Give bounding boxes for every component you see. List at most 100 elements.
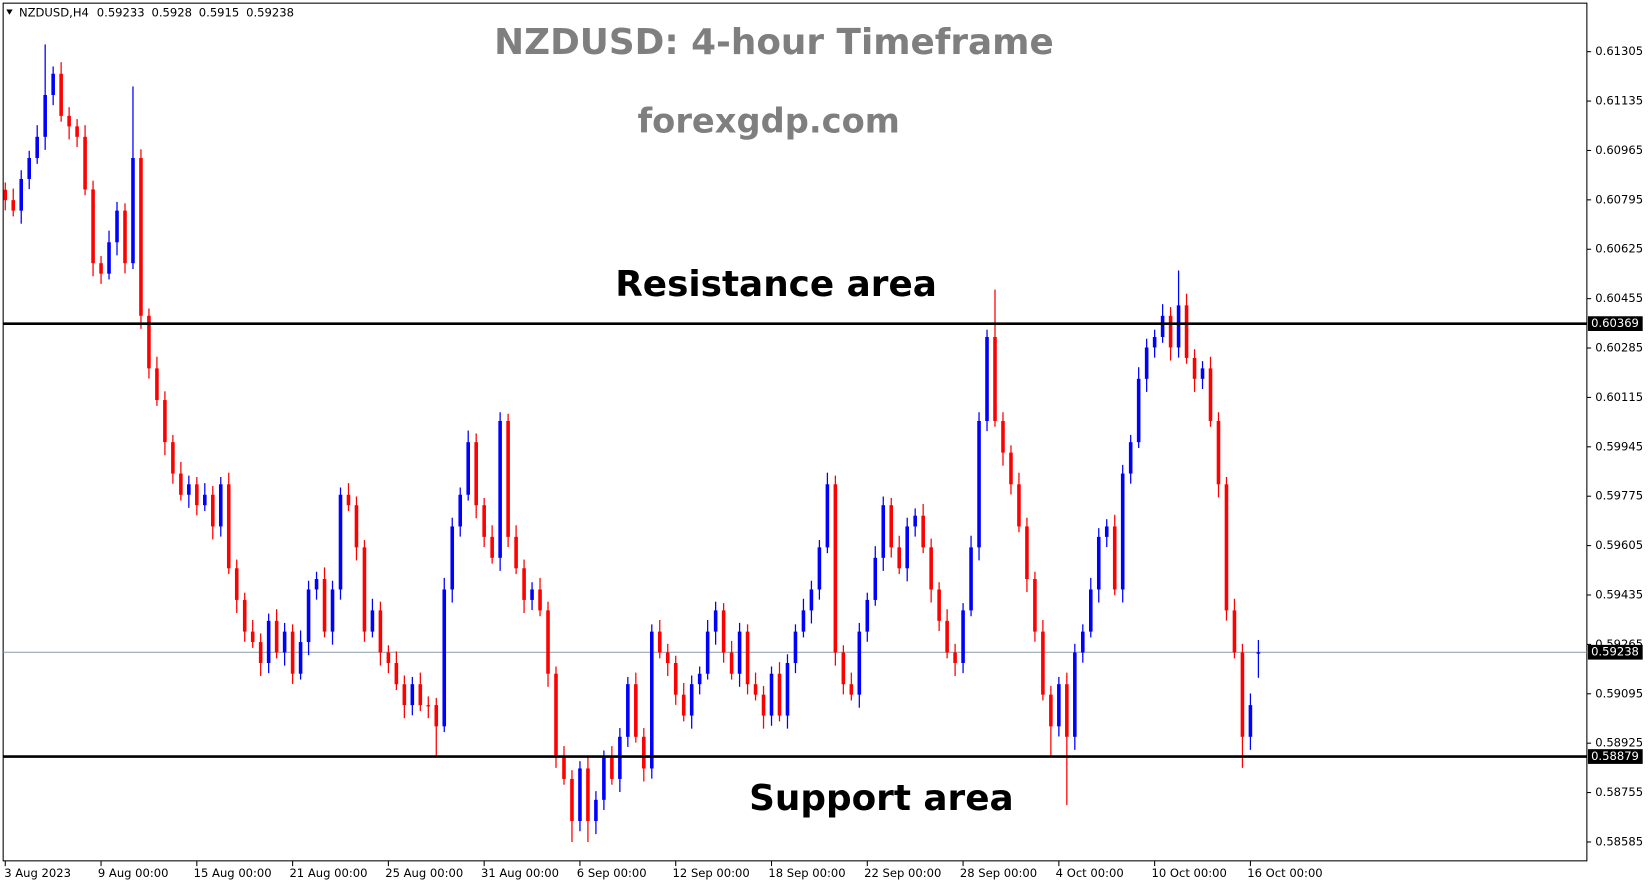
candle-body (450, 526, 455, 590)
candle-body (1232, 610, 1237, 653)
candle-body (1160, 315, 1165, 337)
menu-arrow[interactable] (6, 9, 13, 15)
chart-subtitle: forexgdp.com (638, 102, 900, 141)
open-value: 0.59233 (97, 5, 145, 19)
x-tick-label: 10 Oct 00:00 (1151, 866, 1226, 880)
y-tick-label: 0.59775 (1595, 489, 1643, 503)
x-tick-label: 6 Sep 00:00 (577, 866, 647, 880)
x-tick-label: 4 Oct 00:00 (1056, 866, 1124, 880)
level-label-box (1587, 749, 1643, 764)
candle-body (913, 515, 917, 527)
candle-body (474, 442, 478, 506)
chart-title: NZDUSD: 4-hour Timeframe (494, 22, 1054, 63)
candle-body (737, 631, 742, 674)
candle-body (1104, 526, 1109, 537)
candle-body (354, 505, 359, 548)
candle-body (91, 189, 95, 264)
candle-body (1009, 452, 1013, 485)
candle-body (163, 400, 167, 443)
candle-body (203, 494, 207, 506)
candle-body (809, 589, 814, 611)
candle-body (833, 484, 838, 653)
candle-body (721, 610, 726, 653)
y-tick-label: 0.60115 (1595, 390, 1643, 404)
candle-body (977, 420, 981, 548)
low-value: 0.5915 (199, 5, 239, 19)
candle-body (1025, 526, 1029, 580)
candle-body (330, 589, 335, 632)
level-label: 0.60369 (1591, 316, 1639, 330)
candle-body (897, 547, 902, 569)
candle-body (753, 684, 758, 695)
candle-body (530, 589, 534, 600)
candle-body (234, 568, 239, 600)
candle-body (1240, 652, 1245, 737)
x-tick-label: 31 Aug 00:00 (481, 866, 559, 880)
candle-body (506, 420, 510, 537)
candle-body (761, 694, 766, 716)
close-value: 0.59238 (246, 5, 294, 19)
candle-body (657, 631, 662, 653)
candle-body (242, 599, 247, 632)
candle-body (514, 536, 518, 569)
candle-body (370, 610, 375, 632)
candle-body (634, 684, 638, 737)
candle-body (1184, 305, 1189, 358)
candle-body (19, 178, 24, 211)
candle-body (394, 662, 399, 685)
candle-body (442, 589, 447, 727)
candle-body (131, 158, 135, 264)
y-tick-label: 0.59945 (1595, 439, 1643, 453)
candle-body (418, 684, 423, 706)
y-tick-label: 0.59095 (1595, 686, 1643, 700)
candle-body (3, 189, 8, 201)
candle-body (1033, 579, 1037, 632)
y-tick-label: 0.58755 (1595, 785, 1643, 799)
y-tick-label: 0.60795 (1595, 192, 1643, 206)
candle-body (27, 158, 32, 179)
candle-body (1136, 378, 1141, 443)
candle-body (266, 620, 271, 663)
candle-body (1065, 684, 1069, 737)
candle-body (290, 631, 295, 674)
level-annotation: Resistance area (615, 264, 937, 305)
x-tick-label: 9 Aug 00:00 (98, 866, 169, 880)
candle-body (522, 568, 526, 600)
candle-body (179, 473, 183, 495)
candle-body (554, 673, 558, 758)
candle-body (218, 484, 223, 527)
candle-body (857, 631, 862, 695)
candle-body (937, 589, 941, 621)
y-tick-label: 0.59435 (1595, 588, 1643, 602)
candle-body (115, 210, 119, 243)
candle-body (673, 662, 678, 695)
y-tick-label: 0.61305 (1595, 44, 1643, 58)
candle-body (1208, 368, 1213, 421)
candle-body (322, 579, 327, 632)
candle-body (546, 610, 550, 674)
candle-body (873, 557, 878, 600)
x-tick-label: 16 Oct 00:00 (1247, 866, 1322, 880)
candle-body (578, 768, 582, 822)
candle-body (1256, 652, 1261, 654)
price-label-box (1587, 644, 1643, 660)
candle-body (905, 526, 909, 569)
candle-body (346, 494, 351, 506)
y-tick-label: 0.58585 (1595, 834, 1643, 848)
candle-body (602, 757, 606, 800)
candle-body (386, 652, 391, 663)
candle-body (306, 589, 311, 643)
price-label: 0.59238 (1591, 645, 1639, 659)
y-tick-label: 0.60965 (1595, 143, 1643, 157)
candle-body (1088, 589, 1093, 632)
candle-body (1041, 631, 1045, 695)
candle-body (314, 579, 319, 590)
candle-body (298, 642, 303, 674)
candle-body (785, 662, 790, 716)
header: NZDUSD,H4 0.59233 0.5928 0.5915 0.59238 (19, 5, 294, 19)
candle-body (59, 73, 63, 116)
x-tick-label: 18 Sep 00:00 (768, 866, 845, 880)
candle-body (745, 631, 750, 685)
candle-body (1216, 420, 1221, 485)
